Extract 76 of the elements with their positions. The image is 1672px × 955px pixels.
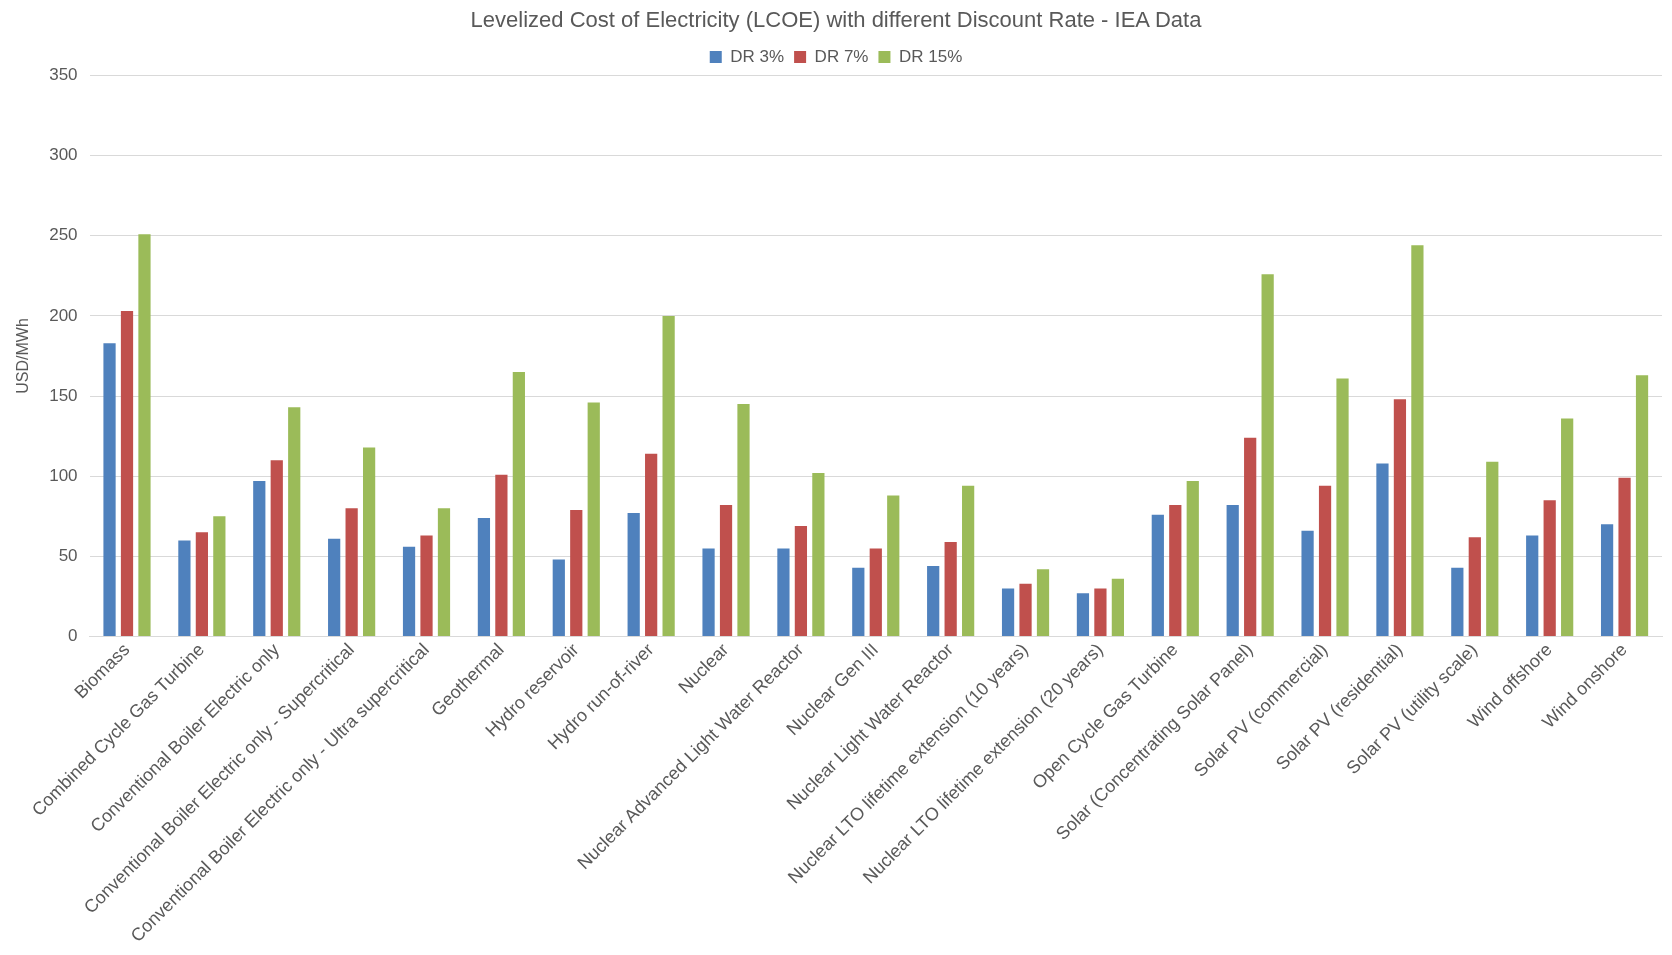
bar — [645, 453, 658, 637]
bar — [1376, 463, 1389, 637]
chart-title: Levelized Cost of Electricity (LCOE) with different Discount Rate - IEA Data — [470, 7, 1203, 33]
bar — [1151, 514, 1164, 637]
bar — [1526, 535, 1539, 637]
bar — [1169, 505, 1182, 637]
bar — [328, 538, 341, 637]
bar — [1036, 569, 1050, 637]
bar — [1019, 583, 1032, 637]
bar — [1561, 418, 1574, 637]
legend-label: DR 15% — [898, 46, 963, 66]
y-tick-label: 0 — [68, 626, 78, 646]
bar — [253, 481, 266, 637]
bar — [103, 343, 116, 637]
bar — [1094, 588, 1107, 637]
bar — [402, 546, 416, 637]
bar — [1451, 567, 1464, 637]
y-axis-title: USD/MWh — [14, 318, 32, 394]
bar — [120, 311, 134, 637]
bar — [1318, 485, 1332, 637]
bar — [213, 516, 226, 637]
y-tick-label: 300 — [49, 145, 78, 165]
y-tick-label: 100 — [49, 465, 78, 485]
bar — [1186, 481, 1199, 637]
bar — [1468, 537, 1481, 637]
bar — [1001, 588, 1015, 637]
bar — [1261, 274, 1274, 637]
y-tick-label: 150 — [49, 385, 78, 405]
bar — [944, 541, 957, 637]
bar — [1244, 437, 1257, 637]
bar — [570, 509, 583, 637]
bar — [138, 234, 151, 637]
y-tick-label: 50 — [58, 546, 78, 566]
bar — [552, 559, 565, 637]
bar — [420, 535, 433, 637]
bar — [852, 567, 865, 637]
bar — [437, 508, 451, 637]
bar — [737, 404, 750, 637]
bar — [1635, 375, 1649, 637]
bar — [1486, 461, 1499, 637]
bar — [1076, 593, 1090, 637]
bar — [794, 525, 808, 637]
bar — [288, 407, 301, 637]
bar — [477, 517, 491, 637]
bar — [1411, 245, 1424, 637]
bar — [495, 474, 508, 637]
bar — [1600, 524, 1614, 637]
bar — [887, 495, 900, 637]
bar — [719, 505, 733, 637]
bar — [662, 315, 675, 637]
bar — [1336, 378, 1349, 637]
bar — [1393, 399, 1407, 637]
bar — [812, 473, 825, 637]
bar — [195, 532, 208, 637]
bar — [869, 548, 882, 637]
bar — [777, 548, 790, 637]
y-tick-label: 250 — [49, 225, 78, 245]
y-tick-label: 200 — [49, 305, 78, 325]
y-tick-label: 350 — [49, 65, 78, 85]
bar — [587, 402, 600, 637]
bar — [702, 548, 715, 637]
legend-label: DR 3% — [730, 46, 785, 66]
bar — [1543, 500, 1556, 637]
legend-label: DR 7% — [814, 46, 869, 66]
bar — [270, 460, 283, 637]
bar — [512, 372, 525, 637]
bar — [1111, 578, 1124, 637]
bar — [362, 447, 376, 637]
bar — [1226, 505, 1239, 637]
bar — [1301, 530, 1314, 637]
bar — [962, 485, 975, 637]
bar — [178, 540, 191, 637]
bar — [345, 508, 358, 637]
bar — [927, 566, 940, 637]
bar — [1618, 477, 1631, 637]
bar — [627, 513, 640, 637]
